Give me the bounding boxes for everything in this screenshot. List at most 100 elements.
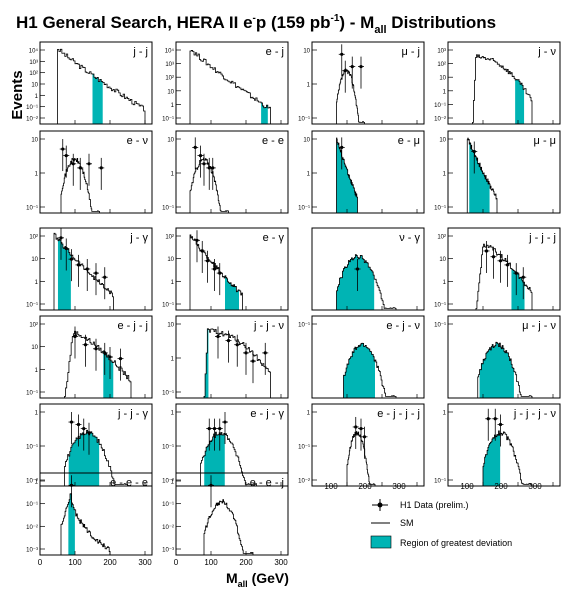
panel: 10⁻¹ μ - j - ν (434, 315, 561, 399)
data-point (497, 250, 504, 283)
sm-histogram (346, 431, 376, 486)
data-point (194, 230, 200, 263)
x-tick-label: 300 (274, 558, 288, 567)
channel-label: μ - j - ν (522, 320, 556, 332)
data-point (80, 418, 87, 451)
x-tick-col3-100: 100 (324, 482, 338, 491)
sm-histogram (64, 330, 132, 398)
data-point (497, 414, 504, 447)
x-tick-col4-200: 200 (494, 482, 508, 491)
channel-label: μ - j (401, 46, 420, 58)
panel-frame (175, 315, 289, 399)
legend-data-marker (372, 499, 388, 511)
data-point (354, 259, 361, 291)
data-point (250, 351, 256, 384)
panel-frame (447, 227, 561, 311)
data-point (63, 238, 70, 271)
y-tick-label: 10² (165, 76, 174, 82)
deviation-region (92, 74, 103, 124)
y-tick-label: 10⁻¹ (26, 502, 38, 508)
panel: 1 10⁻¹ 10⁻² 10⁻³0 100 200 300 e - e - e (26, 472, 153, 567)
data-point (208, 475, 214, 508)
y-tick-label: 10⁻² (162, 479, 174, 485)
data-point (358, 56, 364, 89)
data-point (70, 153, 77, 186)
channel-label: e - γ (263, 232, 285, 244)
data-point (84, 259, 91, 291)
channel-label: e - e (262, 135, 284, 147)
legend-deviation-label: Region of greatest deviation (400, 538, 512, 548)
data-point (86, 153, 92, 186)
deviation-region (68, 493, 75, 555)
data-point (342, 60, 349, 93)
y-tick-label: 10 (31, 83, 38, 89)
panel: 10 1 10⁻¹ μ - μ (434, 130, 561, 214)
y-tick-label: 10⁻¹ (434, 303, 446, 309)
title-tail: ) - M (339, 13, 374, 32)
y-tick-label: 10 (439, 257, 446, 263)
data-point (93, 263, 99, 296)
data-point (101, 267, 108, 300)
channel-label: μ - μ (534, 135, 556, 147)
y-tick-label: 1 (443, 89, 447, 95)
deviation-region (68, 430, 100, 486)
y-tick-label: 1 (35, 94, 39, 100)
data-point (513, 263, 520, 296)
y-tick-label: 10⁻¹ (26, 445, 38, 451)
sm-histogram (343, 342, 397, 398)
y-tick-label: 10³ (165, 62, 174, 68)
sm-histogram (336, 137, 358, 213)
channel-label: e - j (266, 46, 284, 58)
channel-label: e - j - j (117, 320, 148, 332)
y-tick-label: 10³ (437, 49, 446, 55)
data-point (72, 326, 78, 359)
panel: 1 10⁻¹ 10⁻² 10⁻³0 100 200 300 e - e - j (162, 472, 289, 567)
y-tick-label: 1 (171, 411, 175, 417)
title-sub: all (374, 24, 386, 36)
data-point (471, 141, 478, 174)
y-tick-label: 10⁻¹ (434, 479, 446, 485)
deviation-region (479, 342, 514, 398)
sm-histogram (203, 499, 254, 555)
sm-histogram (189, 157, 229, 213)
data-point (93, 338, 99, 371)
data-point (209, 157, 216, 190)
data-point (222, 412, 228, 445)
panel-frame (39, 227, 153, 311)
data-point (520, 267, 527, 300)
y-tick-label: 10 (167, 257, 174, 263)
x-tick-label: 200 (103, 558, 117, 567)
sm-histogram (60, 158, 100, 213)
y-tick-label: 10² (165, 235, 174, 241)
panel-frame (175, 403, 289, 487)
data-point (211, 418, 218, 451)
panel: 1 10⁻¹ 10⁻² e - j - j - j (298, 403, 425, 487)
deviation-region (261, 102, 268, 124)
panel: 10³ 10² 10 1 10⁻¹ 10⁻² j - ν (434, 41, 561, 125)
data-point (485, 408, 492, 441)
data-point (75, 414, 82, 447)
panel: 10 1 10⁻¹ e - e (162, 130, 289, 214)
panel: 10² 10 1 10⁻¹ j - γ (26, 227, 153, 311)
y-tick-label: 1 (35, 480, 39, 486)
x-tick-label: 0 (174, 558, 179, 567)
panel: 10² 10 1 10⁻¹ e - γ (162, 227, 289, 311)
data-point (243, 342, 249, 375)
panel-frame (39, 41, 153, 125)
legend-data-label: H1 Data (prelim.) (400, 500, 469, 510)
y-tick-label: 10⁻¹ (298, 323, 310, 329)
channel-label: j - j (132, 46, 148, 58)
channel-label: e - e - e (110, 477, 148, 489)
y-tick-label: 1 (171, 103, 175, 109)
channel-label: e - j - j - j (377, 408, 420, 420)
channel-label: j - γ (129, 232, 148, 244)
deviation-region (336, 254, 375, 310)
y-tick-label: 10⁻² (26, 479, 38, 485)
data-point (75, 254, 82, 287)
panel-frame (311, 130, 425, 214)
y-tick-label: 1 (35, 280, 39, 286)
panel: 10⁻¹ e - j - ν (298, 315, 425, 399)
panel: 1 10⁻¹ 10⁻² e - j - γ (162, 403, 289, 487)
data-point (197, 145, 204, 178)
